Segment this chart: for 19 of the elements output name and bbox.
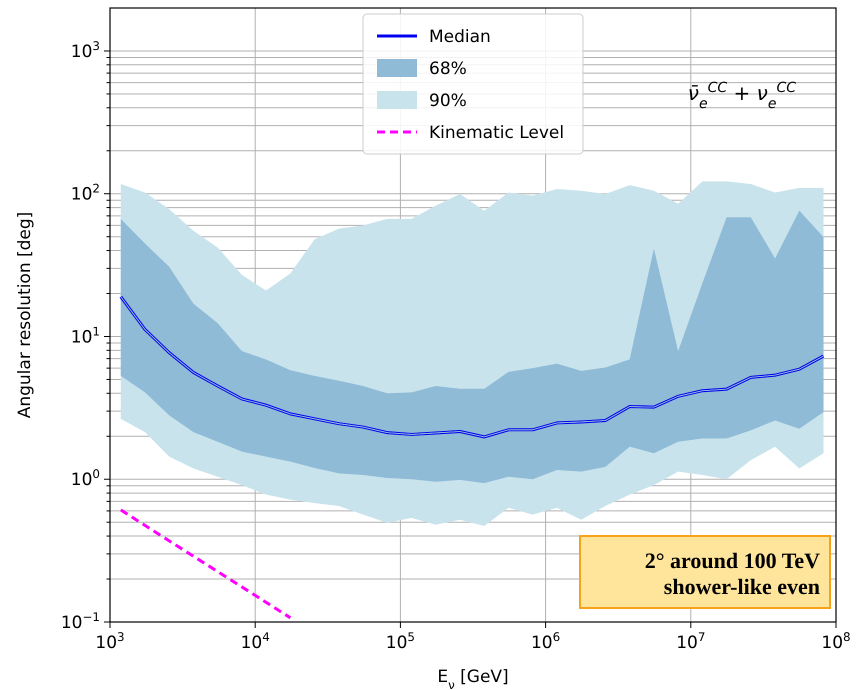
x-tick-label: 10$^{5}$ — [386, 630, 416, 653]
y-tick-label: 10$^{2}$ — [70, 182, 100, 205]
y-tick-label: 10$^{−1}$ — [60, 610, 100, 633]
legend-label: Median — [429, 27, 491, 47]
y-tick-label: 10$^{0}$ — [70, 467, 100, 490]
x-axis-title: E$_{ν}$ [GeV] — [437, 667, 509, 690]
y-axis-title: Angular resolution [deg] — [15, 212, 35, 418]
x-tick-label: 10$^{4}$ — [240, 630, 270, 653]
x-tick-label: 10$^{7}$ — [676, 630, 706, 653]
x-tick-label: 10$^{6}$ — [530, 630, 560, 653]
y-tick-label: 10$^{1}$ — [70, 324, 100, 348]
y-tick-label: 10$^{3}$ — [70, 38, 100, 62]
annotation: 2° around 100 TeV shower-like even — [644, 548, 820, 599]
callout-box: 2° around 100 TeV shower-like even — [579, 535, 831, 609]
legend-label: 68% — [429, 59, 467, 79]
x-tick-label: 10$^{3}$ — [95, 630, 125, 653]
legend-label: Kinematic Level — [429, 123, 564, 143]
x-tick-label: 10$^{8}$ — [821, 630, 851, 653]
legend-label: 90% — [429, 91, 467, 111]
